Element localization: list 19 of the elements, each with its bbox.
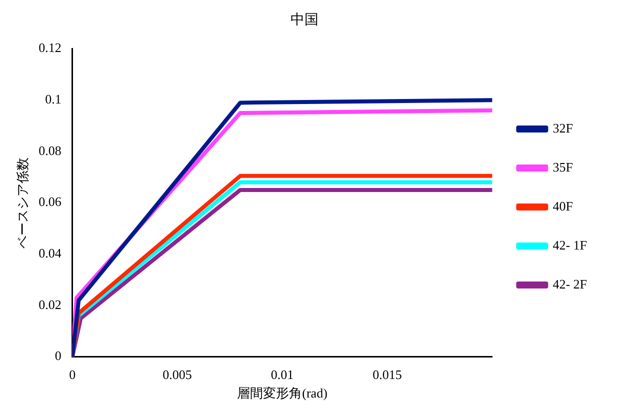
x-tick-label: 0.01 bbox=[270, 367, 294, 382]
y-tick-label: 0.1 bbox=[45, 92, 62, 107]
legend-label: 32F bbox=[552, 120, 573, 136]
x-tick-label: 0.015 bbox=[372, 367, 402, 382]
y-tick-label: 0 bbox=[54, 348, 62, 364]
legend-label: 40F bbox=[552, 198, 573, 214]
chart-title: 中国 bbox=[290, 12, 318, 28]
legend-label: 35F bbox=[552, 159, 573, 174]
y-tick-label: 0.04 bbox=[38, 246, 62, 261]
y-tick-label: 0.02 bbox=[38, 296, 62, 312]
y-axis-title: ベースシア係数 bbox=[15, 157, 30, 248]
legend-label: 42- 2F bbox=[552, 276, 588, 292]
x-axis-title: 層間変形角(rad) bbox=[237, 386, 328, 401]
x-tick-label: 0 bbox=[69, 367, 76, 382]
y-tick-label: 0.06 bbox=[38, 194, 62, 210]
legend-label: 42- 1F bbox=[552, 237, 588, 252]
y-tick-label: 0.12 bbox=[38, 40, 62, 56]
y-tick-label: 0.08 bbox=[38, 142, 62, 158]
x-tick-label: 0.005 bbox=[162, 367, 192, 382]
